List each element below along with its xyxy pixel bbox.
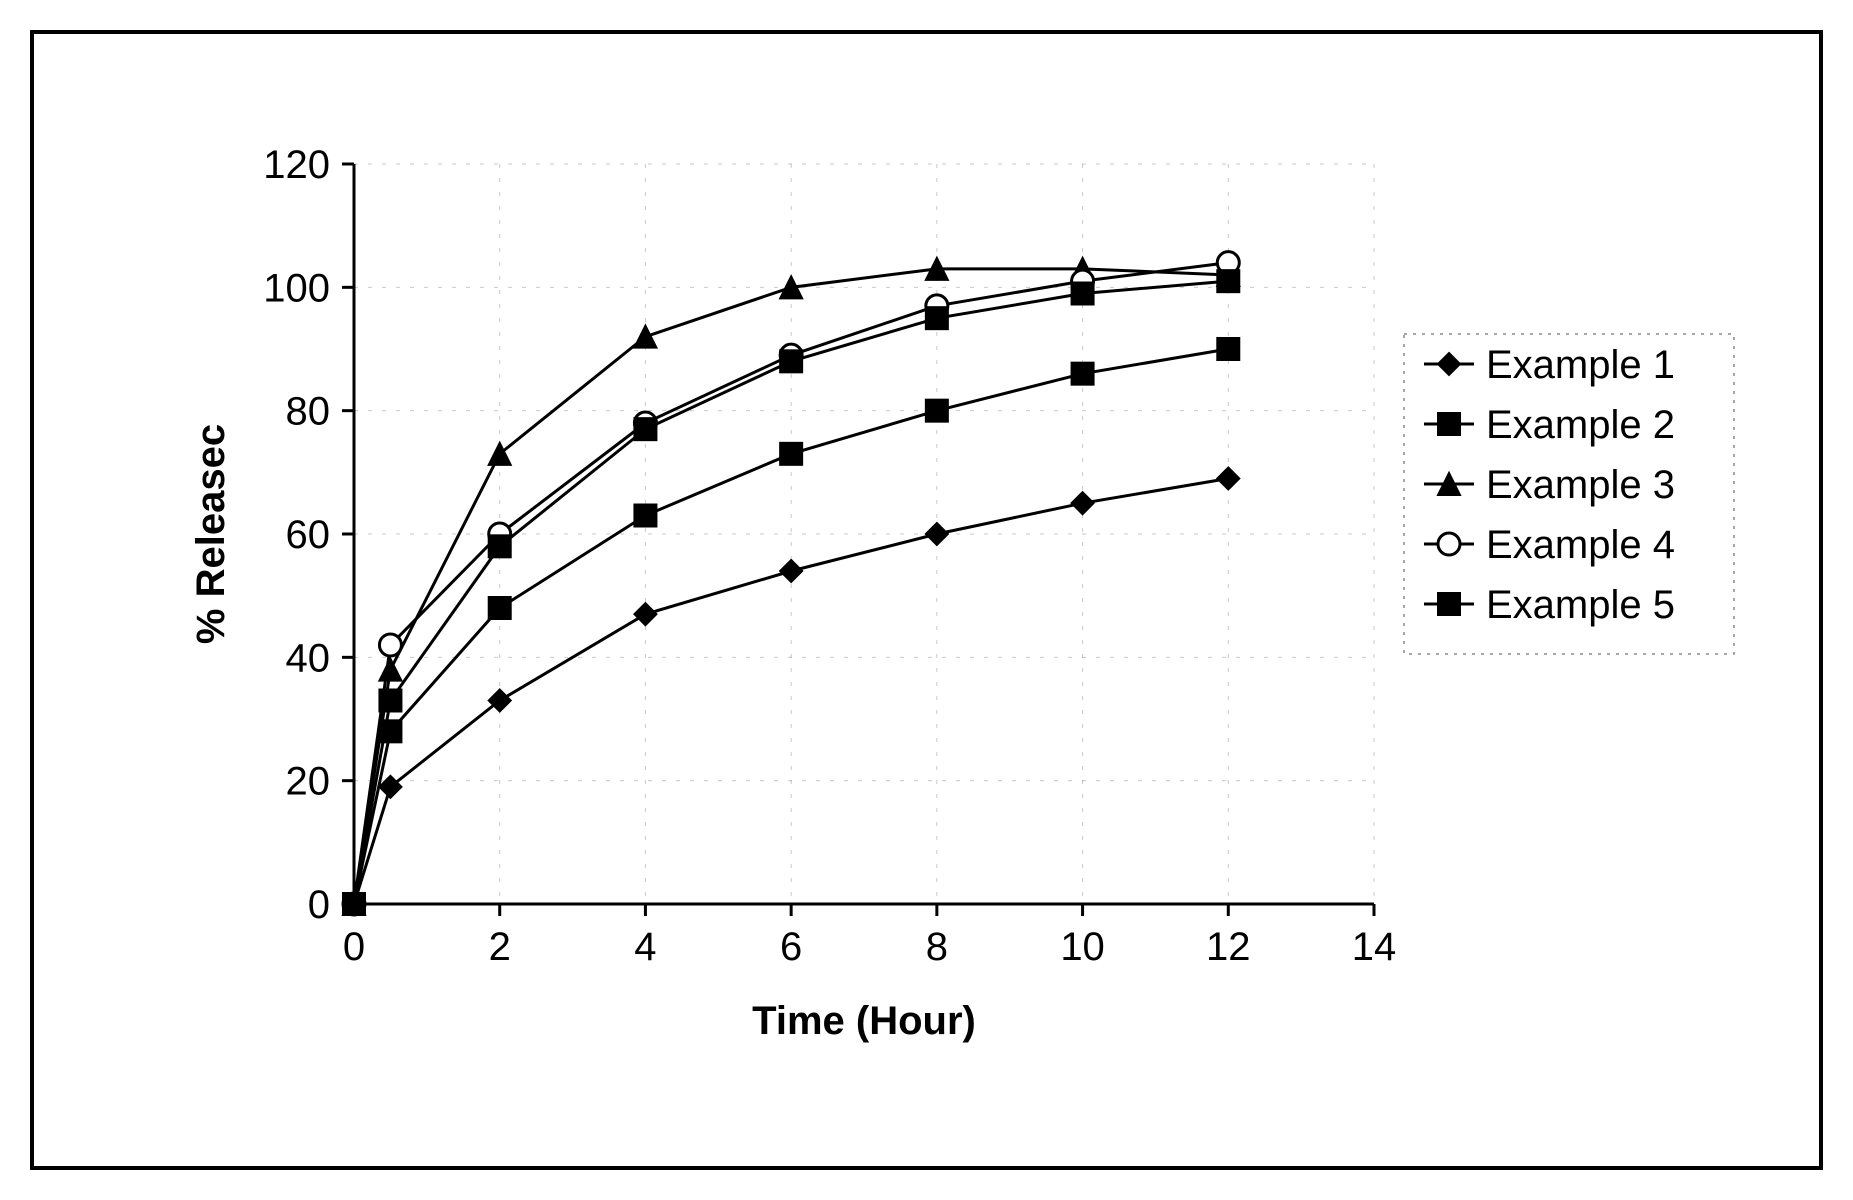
chart-container: 0 20 40 60 80 100 120 0 2 4 6 8 10 12 14 % Releasec Time… — [94, 94, 1767, 1114]
svg-text:80: 80 — [286, 390, 331, 434]
svg-text:20: 20 — [286, 760, 331, 804]
y-axis-label: % Releasec — [189, 424, 233, 644]
svg-text:6: 6 — [780, 925, 802, 969]
svg-text:0: 0 — [343, 925, 365, 969]
svg-text:10: 10 — [1060, 925, 1105, 969]
svg-text:2: 2 — [489, 925, 511, 969]
svg-text:12: 12 — [1206, 925, 1251, 969]
legend-item-5: Example 5 — [1486, 583, 1675, 627]
chart-frame: 0 20 40 60 80 100 120 0 2 4 6 8 10 12 14 % Releasec Time… — [30, 30, 1823, 1170]
release-chart: 0 20 40 60 80 100 120 0 2 4 6 8 10 12 14 % Releasec Time… — [94, 94, 1767, 1114]
svg-text:40: 40 — [286, 636, 331, 680]
svg-text:0: 0 — [308, 883, 330, 927]
x-axis-label: Time (Hour) — [752, 999, 976, 1043]
svg-text:8: 8 — [926, 925, 948, 969]
legend-item-1: Example 1 — [1486, 343, 1675, 387]
svg-text:4: 4 — [634, 925, 656, 969]
legend-item-3: Example 3 — [1486, 463, 1675, 507]
svg-text:14: 14 — [1352, 925, 1397, 969]
svg-text:120: 120 — [263, 143, 330, 187]
svg-text:100: 100 — [263, 266, 330, 310]
legend: Example 1 Example 2 Example 3 Example 4 Exam… — [1404, 334, 1734, 654]
legend-item-4: Example 4 — [1486, 523, 1675, 567]
legend-item-2: Example 2 — [1486, 403, 1675, 447]
svg-text:60: 60 — [286, 513, 331, 557]
